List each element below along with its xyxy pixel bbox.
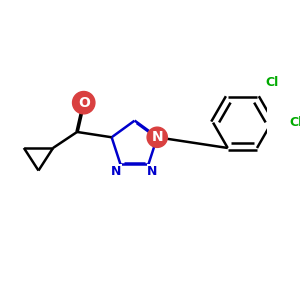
- Text: N: N: [152, 130, 163, 144]
- Text: O: O: [78, 96, 90, 110]
- Text: Cl: Cl: [289, 116, 300, 129]
- Text: N: N: [147, 165, 158, 178]
- Circle shape: [147, 127, 167, 147]
- Text: N: N: [111, 165, 122, 178]
- Circle shape: [73, 92, 95, 114]
- Text: Cl: Cl: [266, 76, 279, 89]
